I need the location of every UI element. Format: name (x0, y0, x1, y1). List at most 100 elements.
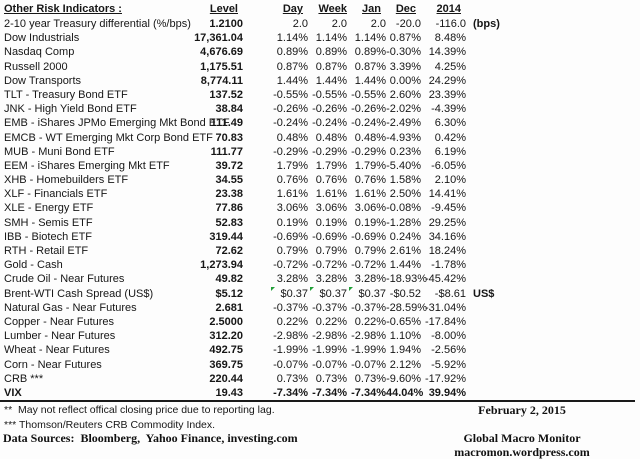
week-change-value: 0.48% (315, 131, 347, 144)
level-value: 492.75 (209, 344, 243, 357)
dec-change-value: 0.23% (389, 145, 421, 158)
jan-change-value: 0.87% (354, 60, 386, 73)
year-2014-change-value: -9.45% (431, 202, 466, 215)
table-row: Crude Oil - Near Futures 49.82 3.28% 3.2… (0, 272, 640, 286)
day-change-value: 0.87% (276, 60, 308, 73)
day-change-value: 0.22% (276, 315, 308, 328)
day-change-value: 0.73% (276, 372, 308, 385)
comment-flag-icon (310, 286, 315, 291)
table-body: 2-10 year Treasury differential (%/bps) … (0, 17, 640, 400)
year-2014-change-value: 8.48% (434, 32, 466, 45)
dec-change-value: -4.93% (386, 131, 421, 144)
table-row: CRB *** 220.44 0.73% 0.73% 0.73% -9.60% … (0, 372, 640, 386)
dec-change-value: 1.44% (389, 259, 421, 272)
table-row: MUB - Muni Bond ETF 111.77 -0.29% -0.29%… (0, 145, 640, 159)
week-change-value: 3.06% (315, 202, 347, 215)
year-2014-change-value: -17.92% (425, 372, 466, 385)
indicator-name: Russell 2000 (4, 60, 68, 73)
day-change-value: 0.48% (276, 131, 308, 144)
day-change-value: $0.37 (280, 287, 308, 300)
day-change-value: -2.98% (273, 330, 308, 343)
indicator-name: 2-10 year Treasury differential (%/bps) (4, 18, 191, 30)
week-change-value: -0.72% (312, 259, 347, 272)
risk-indicators-table: Other Risk Indicators : Level Day Week J… (0, 2, 640, 400)
week-change-value: 0.79% (315, 245, 347, 257)
indicator-name: XHB - Homebuilders ETF (4, 174, 129, 187)
table-row: 2-10 year Treasury differential (%/bps) … (0, 17, 640, 31)
year-2014-change-value: 34.16% (428, 230, 466, 243)
level-value: 8,774.11 (200, 74, 243, 87)
jan-change-value: -0.07% (351, 358, 386, 371)
level-value: 49.82 (215, 273, 243, 286)
indicator-name: EEM - iShares Emerging Mkt ETF (4, 159, 170, 172)
day-change-value: -0.07% (273, 358, 308, 371)
data-sources-line: Data Sources: Bloomberg, Yahoo Finance, … (3, 431, 298, 445)
comment-flag-icon (271, 286, 276, 291)
week-change-value: 0.22% (315, 315, 347, 328)
table-title: Other Risk Indicators : (4, 3, 122, 15)
comment-flag-icon (349, 286, 354, 291)
year-2014-change-value: -116.0 (435, 18, 466, 30)
level-value: 1,273.94 (200, 259, 243, 272)
table-header-row: Other Risk Indicators : Level Day Week J… (0, 2, 640, 17)
year-2014-change-value: -31.04% (425, 301, 466, 314)
week-change-value: -2.98% (312, 330, 347, 343)
level-value: 2.5000 (209, 315, 243, 328)
year-2014-change-value: 29.25% (428, 216, 466, 229)
indicator-name: Gold - Cash (4, 259, 63, 272)
week-change-value: 0.87% (315, 60, 347, 73)
year-2014-change-value: -1.78% (431, 259, 466, 272)
indicator-name: Dow Transports (4, 74, 82, 87)
brand-url[interactable]: macromon.wordpress.com (454, 445, 590, 459)
day-change-value: 0.89% (276, 46, 308, 59)
dec-change-value: -9.60% (386, 372, 421, 385)
year-2014-change-value: -6.05% (431, 159, 466, 172)
indicator-name: RTH - Retail ETF (4, 245, 89, 257)
dec-change-value: 1.58% (389, 174, 421, 187)
year-2014-change-value: 18.24% (428, 245, 466, 257)
table-row: TLT - Treasury Bond ETF 137.52 -0.55% -0… (0, 88, 640, 102)
jan-change-value: 3.28% (354, 273, 386, 286)
level-value: 111.49 (210, 117, 243, 130)
day-change-value: 1.79% (276, 159, 308, 172)
dec-change-value: 2.50% (389, 188, 421, 201)
column-header-dec: Dec (395, 3, 416, 15)
jan-change-value: -0.26% (351, 103, 386, 116)
indicator-name: Wheat - Near Futures (4, 344, 110, 357)
week-change-value: 1.14% (315, 32, 347, 45)
dec-change-value: -28.59% (386, 301, 427, 314)
indicator-name: TLT - Treasury Bond ETF (4, 88, 128, 101)
dec-change-value: 2.12% (389, 358, 421, 371)
year-2014-change-value: 6.30% (434, 117, 466, 130)
level-value: 77.86 (215, 202, 243, 215)
day-change-value: -0.55% (273, 88, 308, 101)
year-2014-change-value: 14.41% (428, 188, 466, 201)
footer-divider (0, 400, 635, 402)
table-row: EMCB - WT Emerging Mkt Corp Bond ETF 70.… (0, 131, 640, 145)
dec-change-value: 0.24% (389, 230, 421, 243)
column-header-jan: Jan (362, 3, 381, 15)
level-value: 19.43 (215, 386, 243, 399)
indicator-name: Copper - Near Futures (4, 315, 115, 328)
indicator-name: EMCB - WT Emerging Mkt Corp Bond ETF (4, 131, 213, 144)
jan-change-value: 0.22% (354, 315, 386, 328)
level-value: 72.62 (215, 245, 243, 257)
dec-change-value: -5.40% (386, 159, 421, 172)
table-row: Dow Industrials 17,361.04 1.14% 1.14% 1.… (0, 31, 640, 45)
table-row: SMH - Semis ETF 52.83 0.19% 0.19% 0.19% … (0, 216, 640, 230)
dec-change-value: -2.02% (386, 103, 421, 116)
indicator-name: XLE - Energy ETF (4, 202, 94, 215)
indicator-name: VIX (4, 386, 22, 399)
jan-change-value: -0.24% (351, 117, 386, 130)
day-change-value: 1.44% (276, 74, 308, 87)
day-change-value: 1.61% (276, 188, 308, 201)
level-value: 23.38 (215, 188, 243, 201)
week-change-value: -1.99% (312, 344, 347, 357)
level-value: 319.44 (209, 230, 243, 243)
indicator-name: Lumber - Near Futures (4, 330, 116, 343)
week-change-value: 3.28% (315, 273, 347, 286)
week-change-value: -0.37% (312, 301, 347, 314)
dec-change-value: -0.08% (386, 202, 421, 215)
week-change-value: 1.79% (315, 159, 347, 172)
